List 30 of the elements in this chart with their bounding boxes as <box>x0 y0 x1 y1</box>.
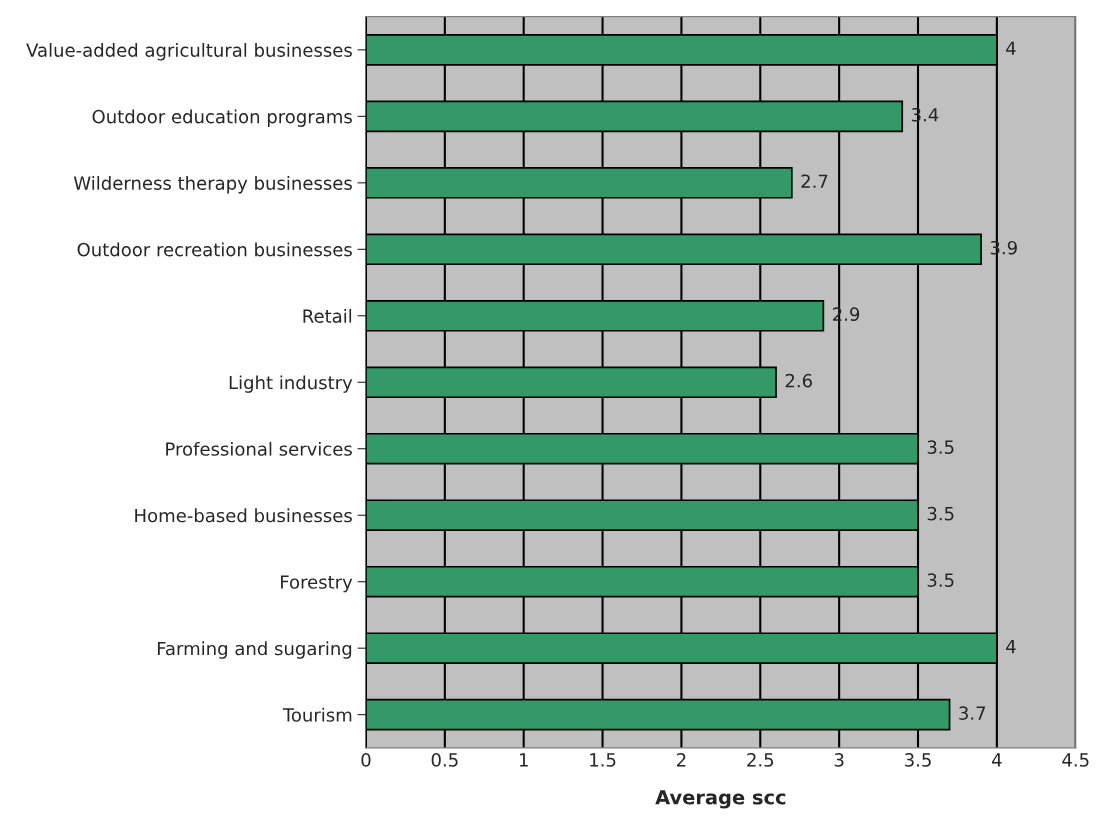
y-tick-label: Value-added agricultural businesses <box>26 43 352 61</box>
y-tick-label: Outdoor recreation businesses <box>77 242 352 257</box>
data-label: 4 <box>1006 640 1016 654</box>
x-tick-label: 2.5 <box>747 753 774 767</box>
y-tick-label: Professional services <box>166 441 352 456</box>
x-tick-label: 2 <box>677 753 686 767</box>
data-label: 3.7 <box>959 706 986 720</box>
data-label: 3.5 <box>927 440 954 454</box>
x-tick-label: 4.5 <box>1062 753 1089 767</box>
x-tick-label: 1 <box>519 753 528 767</box>
y-tick-label: Wilderness therapy businesses <box>73 175 352 194</box>
y-tick-label: Outdoor education programs <box>92 109 352 127</box>
x-tick-label: 4 <box>992 753 1002 767</box>
data-label: 3.5 <box>927 573 954 587</box>
x-axis-title: Average scc <box>655 790 786 809</box>
data-label: 4 <box>1006 41 1016 55</box>
y-tick-label: Home-based businesses <box>135 508 352 523</box>
y-tick-label: Farming and sugaring <box>157 641 352 659</box>
x-tick-label: 3.5 <box>905 753 931 767</box>
x-tick-label: 3 <box>834 753 844 767</box>
x-tick-label: 0.5 <box>431 753 458 767</box>
data-label: 2.7 <box>801 174 828 188</box>
x-tick-label: 1.5 <box>590 753 616 767</box>
data-label: 3.5 <box>927 506 954 521</box>
y-tick-label: Forestry <box>281 575 353 593</box>
y-tick-label: Retail <box>303 308 352 323</box>
y-tick-label: Light industry <box>229 375 353 393</box>
data-label: 2.6 <box>785 373 812 388</box>
x-tick-label: 0 <box>361 753 371 767</box>
y-tick-label: Tourism <box>282 707 352 722</box>
